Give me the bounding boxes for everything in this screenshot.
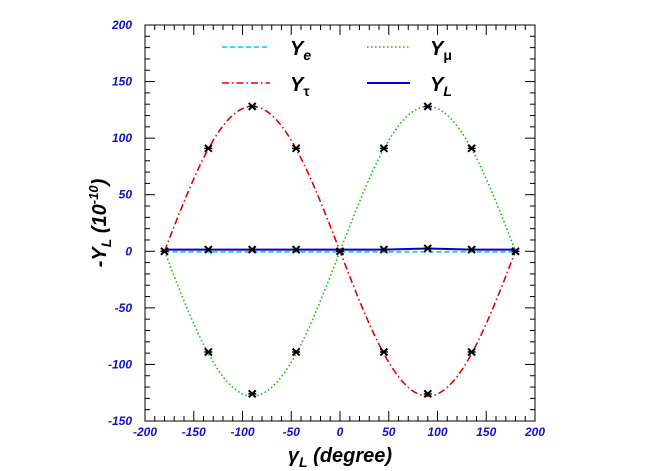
x-tick-label: -50 [283,425,301,439]
data-marker [467,144,476,153]
data-marker [423,244,432,253]
y-tick-label: 100 [112,131,132,145]
data-marker [204,347,213,357]
data-marker [248,102,257,111]
data-marker [467,245,476,254]
axis-ticks [144,24,536,422]
data-marker [467,347,476,357]
legend: Ye Yμ Yτ YL [222,38,452,99]
y-tick-label: -50 [115,301,133,315]
y-axis-label-pre: -Y [89,246,111,268]
x-tick-label: -100 [230,425,254,439]
legend-entry-Y_L: YL [367,74,452,99]
x-tick-label: 50 [382,425,396,439]
data-marker [204,245,213,254]
data-marker [248,245,257,254]
plot-frame [144,24,536,422]
legend-entry-Y_tau: Yτ [222,74,310,99]
x-tick-label: 0 [337,425,344,439]
data-marker [423,102,432,111]
tick-labels: -200 -150 -100 -50 0 50 100 150 200-150-100-5005… [108,18,545,439]
x-tick-label: -200 [133,425,157,439]
x-tick-label: 100 [427,425,447,439]
y-tick-label: -150 [108,414,132,428]
data-marker [511,247,520,256]
data-marker [248,389,257,399]
y-axis-label-sup: -10 [86,185,101,205]
x-axis-label-rest: (degree) [308,445,393,467]
data-markers [160,102,520,399]
data-marker [204,144,213,153]
legend-label: Yτ [290,74,310,99]
data-marker [423,389,432,399]
data-marker [379,245,389,254]
x-axis-label-main: γ [288,445,301,467]
y-tick-label: 150 [112,75,132,89]
y-axis-label-sub: L [98,239,114,248]
legend-label: Ye [290,38,311,63]
series-line-Y_L [164,247,516,251]
y-tick-label: -100 [108,357,132,371]
data-marker [291,144,301,153]
legend-entry-Y_mu: Yμ [367,38,452,63]
y-tick-label: 50 [119,188,133,202]
data-marker [335,247,345,256]
data-marker [160,247,169,256]
data-marker [291,245,301,254]
x-tick-label: 200 [524,425,545,439]
legend-label: Yμ [430,38,452,63]
data-marker [291,347,301,357]
y-tick-label: 200 [111,18,132,32]
data-marker [379,144,389,153]
x-axis-label-sub: L [299,454,308,470]
x-tick-label: -150 [182,425,206,439]
y-axis-label-post: ) [89,178,111,187]
y-tick-label: 0 [125,244,132,258]
y-axis-label: -YL (10-10) [86,178,114,267]
legend-entry-Y_e: Ye [222,38,311,63]
data-marker [379,347,389,357]
y-axis-label-mid: (10 [89,204,111,238]
legend-label: YL [430,74,452,99]
x-tick-label: 150 [476,425,496,439]
x-axis-label: γL (degree) [288,445,392,470]
